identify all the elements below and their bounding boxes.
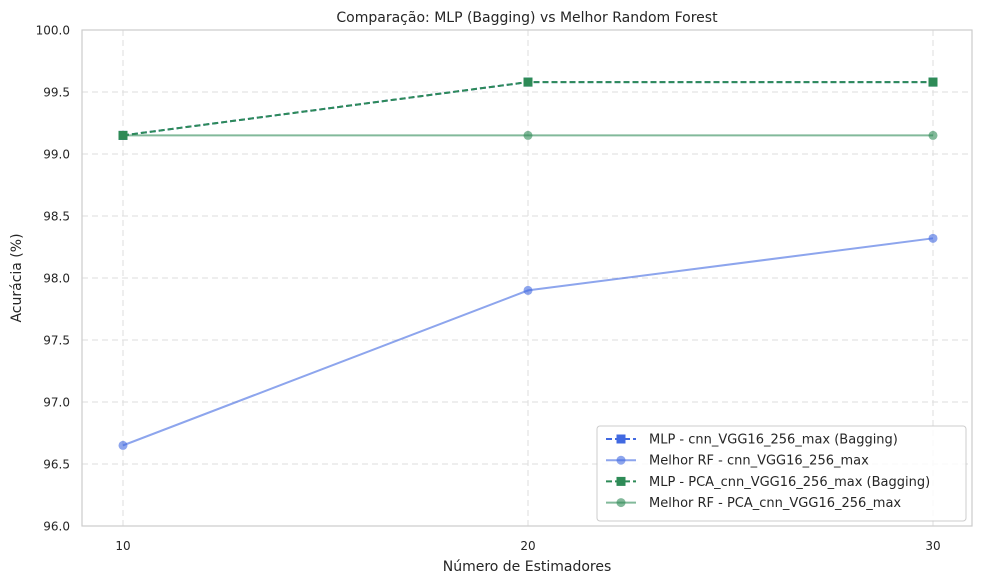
y-tick-label: 97.0 <box>43 396 70 410</box>
series-4 <box>118 130 938 140</box>
y-tick-label: 97.5 <box>43 334 70 348</box>
legend-marker <box>616 455 626 465</box>
data-point <box>928 233 938 243</box>
legend-box <box>596 425 967 522</box>
series-group <box>118 77 938 450</box>
data-point <box>928 77 938 87</box>
y-tick-label: 98.0 <box>43 272 70 286</box>
data-point <box>523 285 533 295</box>
x-tick-labels: 10 20 30 <box>115 539 940 553</box>
data-point <box>118 130 128 140</box>
data-point <box>118 440 128 450</box>
y-tick-label: 100.0 <box>36 24 70 38</box>
legend-marker <box>616 498 626 508</box>
legend-label: Melhor RF - cnn_VGG16_256_max <box>649 454 869 469</box>
y-tick-label: 96.5 <box>43 458 70 472</box>
y-tick-label: 99.0 <box>43 148 70 162</box>
x-tick-label: 30 <box>925 539 940 553</box>
chart-title: Comparação: MLP (Bagging) vs Melhor Rand… <box>336 10 718 26</box>
y-tick-label: 98.5 <box>43 210 70 224</box>
legend-label: MLP - cnn_VGG16_256_max (Bagging) <box>649 433 898 448</box>
data-point <box>523 77 533 87</box>
x-axis-label: Número de Estimadores <box>443 559 612 575</box>
grid <box>82 30 972 526</box>
x-tick-label: 10 <box>115 539 130 553</box>
y-tick-label: 99.5 <box>43 86 70 100</box>
plot-frame <box>81 29 973 527</box>
legend-label: Melhor RF - PCA_cnn_VGG16_256_max <box>649 496 901 511</box>
x-tick-label: 20 <box>520 539 535 553</box>
legend-marker <box>616 434 626 444</box>
legend: MLP - cnn_VGG16_256_max (Bagging) Melhor … <box>596 425 967 522</box>
data-point <box>928 130 938 140</box>
legend-label: MLP - PCA_cnn_VGG16_256_max (Bagging) <box>649 475 930 490</box>
data-point <box>523 130 533 140</box>
y-tick-labels: 96.0 96.5 97.0 97.5 98.0 98.5 99.0 99.5 100.0 <box>36 24 70 534</box>
series-2 <box>118 233 938 450</box>
y-axis-label: Acurácia (%) <box>9 233 25 322</box>
legend-marker <box>616 476 626 486</box>
y-tick-label: 96.0 <box>43 520 70 534</box>
